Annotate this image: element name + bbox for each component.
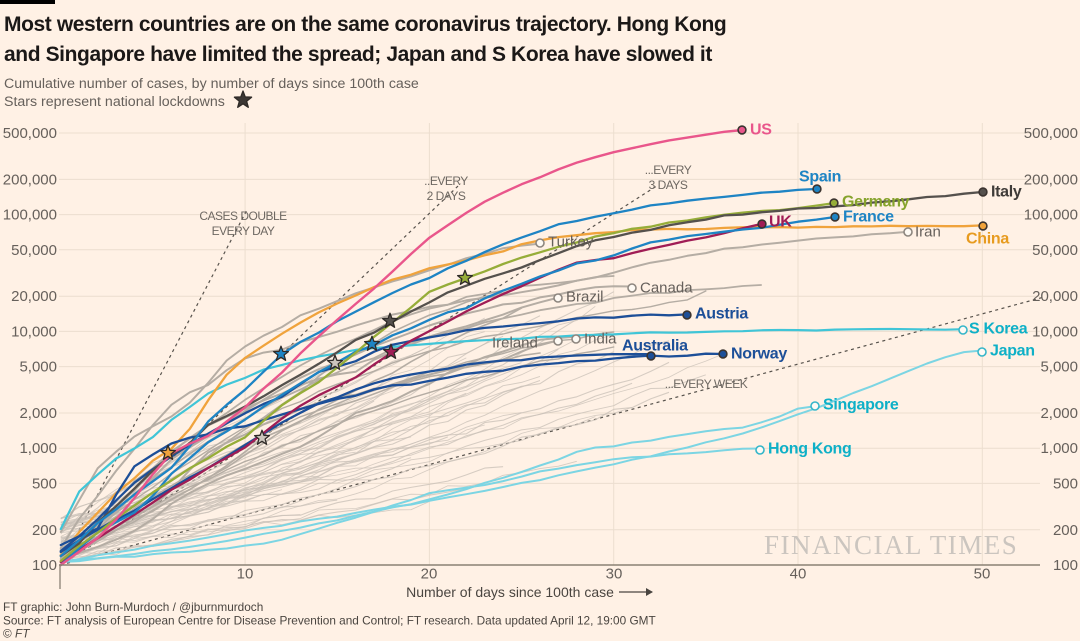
svg-text:30: 30: [606, 566, 623, 583]
svg-text:Ireland: Ireland: [492, 335, 538, 352]
svg-text:...EVERY WEEK: ...EVERY WEEK: [665, 377, 748, 391]
svg-text:100: 100: [32, 557, 57, 574]
svg-text:5,000: 5,000: [1040, 359, 1078, 376]
svg-text:Canada: Canada: [640, 280, 693, 297]
svg-text:Iran: Iran: [915, 224, 941, 241]
svg-text:FINANCIAL TIMES: FINANCIAL TIMES: [764, 530, 1018, 560]
svg-text:500: 500: [32, 475, 57, 492]
svg-text:Spain: Spain: [799, 169, 841, 186]
svg-text:Austria: Austria: [695, 306, 748, 323]
svg-text:Australia: Australia: [622, 338, 688, 355]
svg-text:1,000: 1,000: [19, 440, 57, 457]
svg-text:40: 40: [790, 566, 807, 583]
svg-text:France: France: [843, 209, 894, 226]
svg-text:Norway: Norway: [731, 346, 787, 363]
svg-text:US: US: [750, 122, 772, 139]
svg-text:5,000: 5,000: [19, 359, 57, 376]
svg-text:Japan: Japan: [990, 343, 1035, 360]
svg-text:500: 500: [1053, 475, 1078, 492]
svg-text:and Singapore have limited the: and Singapore have limited the spread; J…: [4, 43, 712, 66]
svg-text:20: 20: [421, 566, 438, 583]
svg-text:Hong Kong: Hong Kong: [768, 441, 852, 458]
svg-text:Brazil: Brazil: [566, 289, 604, 306]
svg-text:500,000: 500,000: [1024, 125, 1078, 142]
svg-text:200,000: 200,000: [3, 171, 57, 188]
svg-text:2 DAYS: 2 DAYS: [427, 189, 466, 203]
svg-text:Cumulative number of cases, by: Cumulative number of cases, by number of…: [4, 76, 419, 92]
svg-text:CASES DOUBLE: CASES DOUBLE: [199, 209, 287, 223]
svg-text:200: 200: [32, 522, 57, 539]
svg-text:© FT: © FT: [3, 627, 30, 641]
svg-text:3 DAYS: 3 DAYS: [649, 178, 688, 192]
svg-text:Most western countries are on: Most western countries are on the same c…: [4, 13, 726, 36]
svg-text:Source: FT analysis of Europea: Source: FT analysis of European Centre f…: [3, 614, 656, 628]
svg-text:Singapore: Singapore: [823, 397, 899, 414]
svg-text:500,000: 500,000: [3, 125, 57, 142]
svg-text:50: 50: [974, 566, 991, 583]
svg-text:EVERY DAY: EVERY DAY: [212, 224, 275, 238]
svg-text:50,000: 50,000: [1032, 242, 1078, 259]
svg-text:FT graphic: John Burn-Murdoch: FT graphic: John Burn-Murdoch / @jburnmu…: [3, 600, 263, 614]
svg-text:200: 200: [1053, 522, 1078, 539]
svg-text:Germany: Germany: [842, 194, 910, 211]
svg-text:...EVERY: ...EVERY: [645, 163, 692, 177]
svg-text:Number of days since 100th cas: Number of days since 100th case: [406, 584, 614, 600]
svg-text:UK: UK: [769, 214, 792, 231]
svg-text:Italy: Italy: [991, 184, 1022, 201]
svg-text:2,000: 2,000: [1040, 405, 1078, 422]
svg-text:20,000: 20,000: [1032, 288, 1078, 305]
svg-text:China: China: [966, 231, 1009, 248]
svg-text:India: India: [584, 331, 617, 348]
svg-text:10,000: 10,000: [1032, 323, 1078, 340]
svg-text:..EVERY: ..EVERY: [424, 174, 468, 188]
svg-text:Stars represent national lockd: Stars represent national lockdowns: [4, 94, 225, 110]
svg-text:S Korea: S Korea: [969, 321, 1028, 338]
svg-text:10,000: 10,000: [11, 323, 57, 340]
svg-text:200,000: 200,000: [1024, 171, 1078, 188]
svg-text:100,000: 100,000: [3, 207, 57, 224]
svg-text:100: 100: [1053, 557, 1078, 574]
svg-text:1,000: 1,000: [1040, 440, 1078, 457]
svg-text:50,000: 50,000: [11, 242, 57, 259]
svg-text:2,000: 2,000: [19, 405, 57, 422]
svg-text:Turkey: Turkey: [548, 234, 594, 251]
svg-text:20,000: 20,000: [11, 288, 57, 305]
svg-text:100,000: 100,000: [1024, 207, 1078, 224]
svg-text:10: 10: [237, 566, 254, 583]
